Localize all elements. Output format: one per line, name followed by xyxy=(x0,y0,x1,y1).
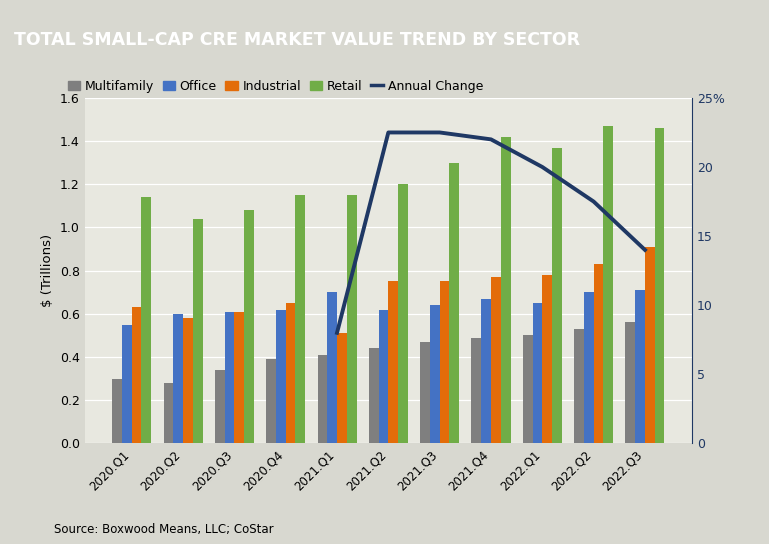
Bar xyxy=(286,303,295,443)
Text: TOTAL SMALL-CAP CRE MARKET VALUE TREND BY SECTOR: TOTAL SMALL-CAP CRE MARKET VALUE TREND B… xyxy=(14,32,580,50)
Bar xyxy=(654,128,664,443)
Bar xyxy=(449,163,459,443)
Bar xyxy=(193,219,202,443)
Bar xyxy=(491,277,501,443)
Bar xyxy=(235,312,244,443)
Bar xyxy=(645,247,654,443)
Bar xyxy=(594,264,604,443)
Y-axis label: $ (Trillions): $ (Trillions) xyxy=(42,234,54,307)
Bar xyxy=(584,292,594,443)
Bar xyxy=(295,195,305,443)
Bar xyxy=(430,305,440,443)
Bar xyxy=(440,281,449,443)
Bar xyxy=(266,359,276,443)
Bar xyxy=(328,292,337,443)
Bar xyxy=(337,333,347,443)
Bar xyxy=(276,310,286,443)
Bar xyxy=(542,275,552,443)
Bar xyxy=(533,303,542,443)
Bar xyxy=(574,329,584,443)
Bar xyxy=(347,195,357,443)
Bar xyxy=(318,355,328,443)
Bar xyxy=(635,290,645,443)
Bar xyxy=(398,184,408,443)
Bar xyxy=(552,147,562,443)
Text: Source: Boxwood Means, LLC; CoStar: Source: Boxwood Means, LLC; CoStar xyxy=(54,523,274,536)
Bar xyxy=(225,312,235,443)
Bar xyxy=(604,126,613,443)
Legend: Multifamily, Office, Industrial, Retail, Annual Change: Multifamily, Office, Industrial, Retail,… xyxy=(68,79,483,92)
Bar xyxy=(183,318,193,443)
Bar xyxy=(388,281,398,443)
Bar xyxy=(215,370,225,443)
Bar xyxy=(112,379,122,443)
Bar xyxy=(625,323,635,443)
Bar xyxy=(164,383,173,443)
Bar xyxy=(173,314,183,443)
Bar xyxy=(471,338,481,443)
Bar xyxy=(131,307,141,443)
Bar xyxy=(523,336,533,443)
Bar xyxy=(122,325,131,443)
Bar xyxy=(501,137,511,443)
Bar xyxy=(369,348,378,443)
Bar xyxy=(244,210,254,443)
Bar xyxy=(420,342,430,443)
Bar xyxy=(141,197,151,443)
Bar xyxy=(378,310,388,443)
Bar xyxy=(481,299,491,443)
